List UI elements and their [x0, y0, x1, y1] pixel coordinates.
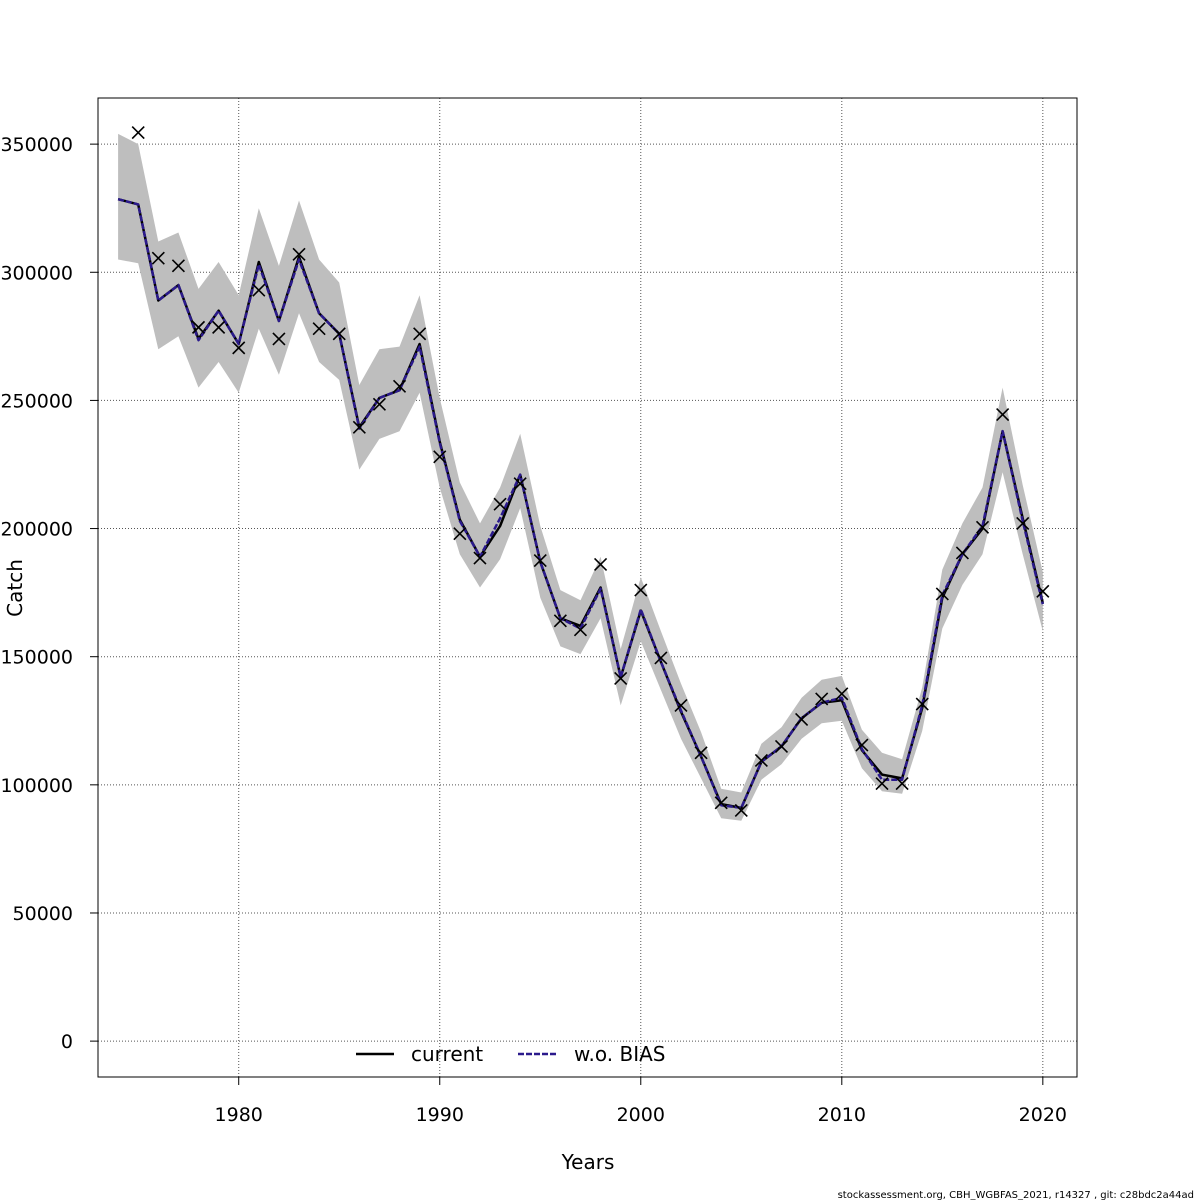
observation-point [171, 259, 185, 273]
y-tick-label: 150000 [0, 647, 73, 669]
y-tick-label: 200000 [0, 519, 73, 541]
observation-point [372, 397, 387, 411]
observation-point [573, 623, 588, 637]
observation-point [935, 587, 949, 601]
observation-point [614, 671, 628, 686]
observation-point [252, 283, 266, 297]
observation-point [955, 546, 969, 560]
observation-point [694, 746, 708, 760]
observation-point [654, 651, 668, 665]
observation-point [433, 450, 447, 464]
observation-point [212, 320, 226, 334]
observation-point [855, 738, 869, 752]
observation-point [533, 554, 547, 568]
series-line-wobias [117, 197, 1045, 810]
observation-point [754, 753, 768, 768]
observation-point [714, 796, 728, 810]
observation-point [493, 497, 507, 511]
x-tick-label: 2010 [818, 1104, 866, 1126]
observation-point [815, 692, 829, 706]
observation-point [875, 776, 889, 791]
y-tick-label: 350000 [0, 134, 73, 156]
observation-points [131, 126, 1050, 818]
observation-point [594, 557, 608, 572]
x-axis: 1980 1990 2000 2010 2020 [215, 1077, 1067, 1126]
observation-point [895, 776, 909, 791]
legend-current-label: current [411, 1042, 483, 1066]
observation-point [473, 551, 487, 565]
observation-point [312, 322, 326, 336]
observation-point [835, 687, 849, 701]
series-lines [117, 197, 1045, 810]
observation-point [996, 407, 1010, 422]
observation-point [453, 527, 467, 541]
observation-point [975, 520, 990, 534]
observation-point [1036, 584, 1050, 598]
observation-point [332, 327, 346, 341]
observation-point [1016, 516, 1030, 530]
observation-point [292, 247, 306, 261]
observation-point [191, 320, 206, 334]
footer-credit: stockassessment.org, CBH_WGBFAS_2021, r1… [838, 1190, 1194, 1200]
y-tick-label: 0 [61, 1031, 73, 1053]
y-axis-title: Catch [3, 559, 27, 617]
observation-point [272, 332, 286, 346]
x-axis-title: Years [561, 1150, 615, 1174]
observation-point [352, 420, 366, 434]
observation-point [413, 327, 427, 341]
observation-point [232, 341, 246, 355]
x-tick-label: 1980 [215, 1104, 263, 1126]
legend: current w.o. BIAS [356, 1042, 665, 1066]
y-tick-label: 250000 [0, 390, 73, 412]
x-tick-label: 2000 [617, 1104, 665, 1126]
y-tick-label: 100000 [0, 775, 73, 797]
observation-point [674, 698, 688, 712]
observation-point [513, 477, 527, 491]
x-tick-label: 1990 [416, 1104, 464, 1126]
x-tick-label: 2020 [1019, 1104, 1067, 1126]
observation-point [734, 803, 748, 818]
plot-frame [97, 97, 1078, 1078]
observation-point [131, 126, 145, 140]
observation-point [151, 251, 165, 265]
observation-point [774, 739, 789, 753]
y-axis: 0 50000 100000 150000 200000 250000 300000 3500… [0, 134, 98, 1053]
observation-point [634, 583, 648, 597]
observation-point [553, 614, 567, 628]
observation-point [915, 697, 929, 711]
y-tick-label: 300000 [0, 262, 73, 284]
observation-point [795, 712, 809, 727]
y-tick-label: 50000 [13, 903, 73, 925]
legend-wobias-label: w.o. BIAS [574, 1042, 665, 1066]
observation-point [392, 379, 407, 393]
